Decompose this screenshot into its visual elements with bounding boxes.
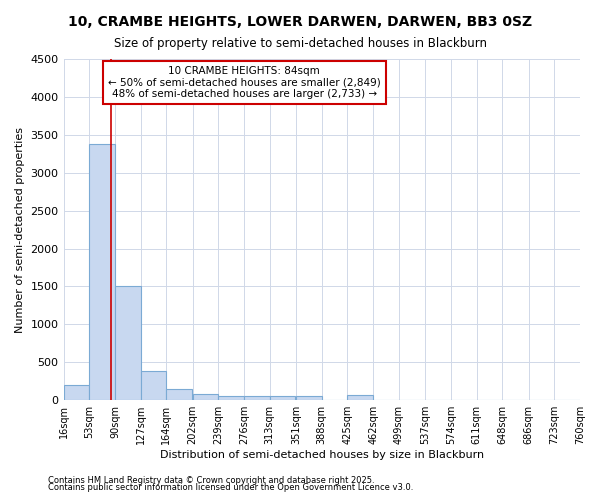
Text: Contains public sector information licensed under the Open Government Licence v3: Contains public sector information licen… (48, 484, 413, 492)
Bar (347, 396, 373, 400)
Bar (140, 370, 166, 400)
Y-axis label: Number of semi-detached properties: Number of semi-detached properties (15, 126, 25, 332)
Bar (270, 396, 295, 400)
Bar (296, 396, 322, 400)
Bar (64, 385, 89, 400)
Bar (218, 396, 244, 400)
Text: 10 CRAMBE HEIGHTS: 84sqm
← 50% of semi-detached houses are smaller (2,849)
48% o: 10 CRAMBE HEIGHTS: 84sqm ← 50% of semi-d… (108, 66, 380, 99)
Bar (193, 394, 218, 400)
Text: 10, CRAMBE HEIGHTS, LOWER DARWEN, DARWEN, BB3 0SZ: 10, CRAMBE HEIGHTS, LOWER DARWEN, DARWEN… (68, 15, 532, 29)
Bar (244, 396, 270, 400)
Bar (89, 144, 115, 400)
Bar (115, 286, 140, 400)
X-axis label: Distribution of semi-detached houses by size in Blackburn: Distribution of semi-detached houses by … (160, 450, 484, 460)
Bar (166, 389, 192, 400)
Text: Contains HM Land Registry data © Crown copyright and database right 2025.: Contains HM Land Registry data © Crown c… (48, 476, 374, 485)
Text: Size of property relative to semi-detached houses in Blackburn: Size of property relative to semi-detach… (113, 38, 487, 51)
